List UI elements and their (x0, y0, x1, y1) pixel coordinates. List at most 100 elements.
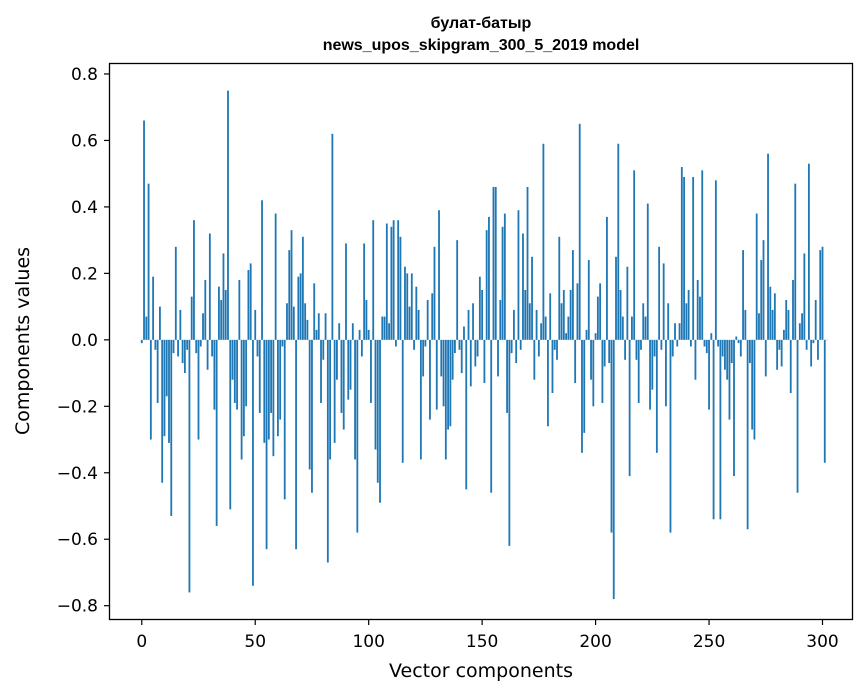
bar (390, 226, 393, 340)
bar (596, 296, 599, 340)
bar (301, 236, 304, 340)
bar (444, 339, 447, 460)
bar (324, 313, 327, 340)
bar (256, 339, 259, 357)
bar (683, 176, 685, 340)
bar (617, 143, 620, 340)
bar (315, 329, 318, 340)
bar (556, 339, 558, 360)
bar (270, 339, 273, 413)
bar (372, 220, 375, 340)
bar (721, 339, 724, 357)
bar (687, 289, 690, 340)
bar (426, 299, 429, 340)
bar (490, 339, 493, 493)
bar (801, 313, 803, 340)
bar (440, 339, 443, 377)
bar (188, 339, 191, 593)
bar (592, 339, 595, 407)
bar (728, 339, 731, 420)
bar (526, 186, 529, 340)
x-tick-label: 0 (136, 632, 147, 652)
bar (819, 250, 822, 340)
bar (823, 339, 826, 463)
bar (177, 339, 179, 357)
x-axis-label: Vector components (389, 660, 573, 682)
bar (814, 299, 817, 340)
bar (510, 339, 513, 354)
bar (410, 273, 413, 340)
bar (463, 326, 465, 340)
bar (726, 339, 729, 380)
bar (724, 339, 726, 370)
bar (424, 339, 427, 347)
bar (549, 293, 552, 340)
bar (379, 339, 381, 503)
bar (481, 289, 484, 340)
bar (680, 167, 683, 340)
bar (717, 339, 720, 347)
bar (478, 276, 481, 340)
y-tick-label: 0.8 (71, 65, 98, 85)
bar (370, 339, 372, 403)
bar (547, 339, 549, 427)
bar (152, 276, 155, 340)
bar (329, 339, 332, 460)
bar (433, 246, 436, 340)
bar (519, 339, 522, 350)
bar (665, 339, 667, 407)
bar (254, 309, 257, 340)
bar (612, 339, 615, 600)
bar (363, 243, 366, 340)
bar (453, 339, 456, 354)
bar (163, 339, 166, 437)
bar (383, 316, 386, 340)
x-tick-label: 100 (352, 632, 384, 652)
bar (288, 250, 291, 340)
bar (272, 339, 275, 457)
bar (429, 339, 431, 420)
bar (354, 339, 356, 460)
bar (748, 339, 751, 364)
bar (508, 339, 511, 546)
bar (308, 339, 311, 470)
bar (571, 250, 574, 340)
bar (689, 339, 692, 347)
bar (642, 303, 645, 340)
bar (644, 316, 647, 340)
bar (760, 260, 763, 340)
bar (215, 339, 218, 526)
bar (360, 339, 363, 357)
bar (601, 339, 604, 403)
bar (451, 339, 454, 380)
bar (149, 339, 152, 440)
bar (388, 323, 391, 340)
bar (485, 230, 488, 340)
bar (587, 260, 590, 340)
bar (733, 339, 735, 477)
bar (406, 273, 409, 340)
bar (512, 309, 515, 340)
bar (249, 263, 252, 340)
bar (283, 339, 286, 500)
bar (279, 339, 282, 420)
bar (522, 233, 524, 340)
bar (515, 339, 518, 364)
y-tick-label: 0.4 (71, 198, 98, 218)
bar (503, 213, 506, 340)
bar (168, 339, 170, 443)
bar (805, 339, 808, 350)
bar (404, 266, 406, 340)
y-tick-label: −0.4 (57, 464, 98, 484)
bar (183, 339, 186, 374)
bar (696, 280, 699, 340)
bar (746, 339, 749, 530)
bar (238, 280, 241, 340)
bar (349, 339, 352, 390)
bar (624, 339, 626, 360)
y-tick-label: 0.2 (71, 264, 98, 284)
x-tick-label: 200 (579, 632, 611, 652)
bar (773, 293, 776, 340)
bar (753, 339, 756, 440)
bar (751, 339, 754, 430)
